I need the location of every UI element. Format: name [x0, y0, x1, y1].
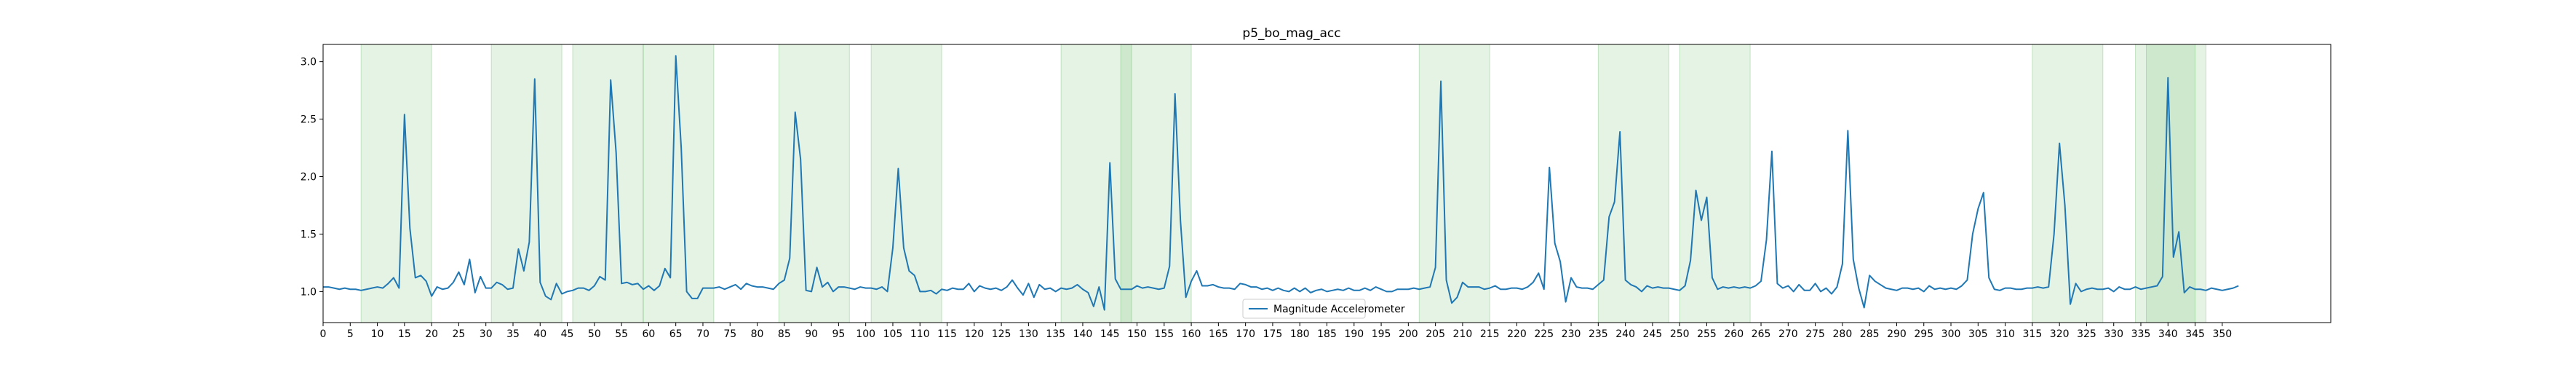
x-tick-label: 130 — [1019, 328, 1038, 340]
legend: Magnitude Accelerometer — [1242, 299, 1405, 319]
x-tick-label: 205 — [1426, 328, 1445, 340]
x-tick-label: 275 — [1805, 328, 1825, 340]
x-tick-label: 85 — [778, 328, 791, 340]
x-tick-label: 270 — [1778, 328, 1798, 340]
x-tick-label: 245 — [1643, 328, 1663, 340]
x-tick-label: 350 — [2212, 328, 2232, 340]
shaded-region — [643, 44, 715, 323]
x-tick-label: 305 — [1968, 328, 1988, 340]
x-tick-label: 300 — [1941, 328, 1961, 340]
x-tick-label: 135 — [1046, 328, 1065, 340]
y-tick-label: 2.0 — [301, 172, 317, 184]
x-tick-label: 50 — [588, 328, 601, 340]
x-tick-label: 75 — [723, 328, 736, 340]
x-tick-label: 320 — [2050, 328, 2070, 340]
x-tick-label: 65 — [669, 328, 683, 340]
x-tick-label: 215 — [1480, 328, 1500, 340]
x-tick-label: 35 — [506, 328, 520, 340]
axes: 0 5 10 15 20 25 30 35 40 45 50 55 60 65 70 75 80 85 90 95 10… — [301, 57, 2232, 340]
x-tick-label: 255 — [1697, 328, 1717, 340]
x-tick-label: 110 — [910, 328, 930, 340]
x-tick-label: 70 — [696, 328, 709, 340]
chart-title: p5_bo_mag_acc — [1242, 26, 1340, 41]
series-line — [323, 55, 2239, 311]
shaded-region — [870, 44, 942, 323]
x-tick-label: 265 — [1752, 328, 1771, 340]
shaded-region — [2032, 44, 2104, 323]
x-tick-label: 60 — [642, 328, 655, 340]
x-tick-label: 295 — [1914, 328, 1933, 340]
shaded-region — [1120, 44, 1192, 323]
shaded-region — [1679, 44, 1751, 323]
x-tick-label: 190 — [1344, 328, 1364, 340]
y-tick-label: 1.0 — [301, 286, 317, 298]
x-tick-label: 165 — [1209, 328, 1228, 340]
x-tick-label: 155 — [1154, 328, 1174, 340]
x-tick-label: 15 — [398, 328, 411, 340]
x-tick-label: 115 — [937, 328, 957, 340]
x-tick-label: 200 — [1399, 328, 1418, 340]
x-tick-label: 195 — [1372, 328, 1391, 340]
plot-frame — [322, 44, 2331, 323]
x-tick-label: 260 — [1724, 328, 1744, 340]
x-tick-label: 150 — [1127, 328, 1147, 340]
x-tick-label: 335 — [2131, 328, 2151, 340]
x-tick-label: 95 — [832, 328, 845, 340]
x-tick-label: 170 — [1236, 328, 1255, 340]
x-tick-label: 25 — [453, 328, 466, 340]
series-layer — [323, 55, 2239, 311]
x-tick-label: 185 — [1317, 328, 1337, 340]
x-tick-label: 240 — [1615, 328, 1635, 340]
x-tick-label: 325 — [2077, 328, 2096, 340]
x-tick-label: 140 — [1073, 328, 1093, 340]
x-tick-label: 180 — [1290, 328, 1310, 340]
x-tick-label: 345 — [2185, 328, 2205, 340]
shaded-region — [490, 44, 562, 323]
shaded-region — [1597, 44, 1669, 323]
x-tick-label: 315 — [2023, 328, 2043, 340]
x-tick-label: 105 — [883, 328, 903, 340]
x-tick-label: 220 — [1507, 328, 1527, 340]
x-tick-label: 10 — [371, 328, 384, 340]
x-tick-label: 20 — [425, 328, 438, 340]
x-tick-label: 210 — [1453, 328, 1473, 340]
y-tick-label: 3.0 — [301, 57, 317, 68]
x-tick-label: 340 — [2158, 328, 2178, 340]
shaded-regions — [360, 44, 2206, 323]
x-tick-label: 80 — [751, 328, 764, 340]
x-tick-label: 250 — [1670, 328, 1690, 340]
x-tick-label: 175 — [1263, 328, 1283, 340]
x-tick-label: 310 — [1995, 328, 2015, 340]
x-tick-label: 330 — [2104, 328, 2123, 340]
x-tick-label: 225 — [1534, 328, 1554, 340]
x-tick-label: 100 — [856, 328, 875, 340]
x-tick-label: 30 — [480, 328, 493, 340]
x-tick-label: 120 — [964, 328, 984, 340]
x-tick-label: 45 — [561, 328, 574, 340]
x-tick-label: 280 — [1833, 328, 1853, 340]
legend-box — [1242, 299, 1366, 319]
x-tick-label: 230 — [1562, 328, 1581, 340]
x-tick-label: 125 — [992, 328, 1011, 340]
shaded-region — [360, 44, 432, 323]
x-tick-label: 90 — [805, 328, 818, 340]
x-tick-label: 40 — [533, 328, 546, 340]
x-tick-label: 290 — [1887, 328, 1907, 340]
shaded-region — [1418, 44, 1490, 323]
y-tick-label: 2.5 — [301, 114, 317, 126]
legend-label: Magnitude Accelerometer — [1273, 304, 1405, 315]
x-tick-label: 160 — [1182, 328, 1201, 340]
y-tick-label: 1.5 — [301, 229, 317, 240]
x-tick-label: 0 — [320, 328, 327, 340]
x-tick-label: 5 — [347, 328, 354, 340]
x-tick-label: 55 — [615, 328, 628, 340]
x-tick-label: 145 — [1100, 328, 1120, 340]
x-tick-label: 285 — [1860, 328, 1880, 340]
x-tick-label: 235 — [1589, 328, 1608, 340]
